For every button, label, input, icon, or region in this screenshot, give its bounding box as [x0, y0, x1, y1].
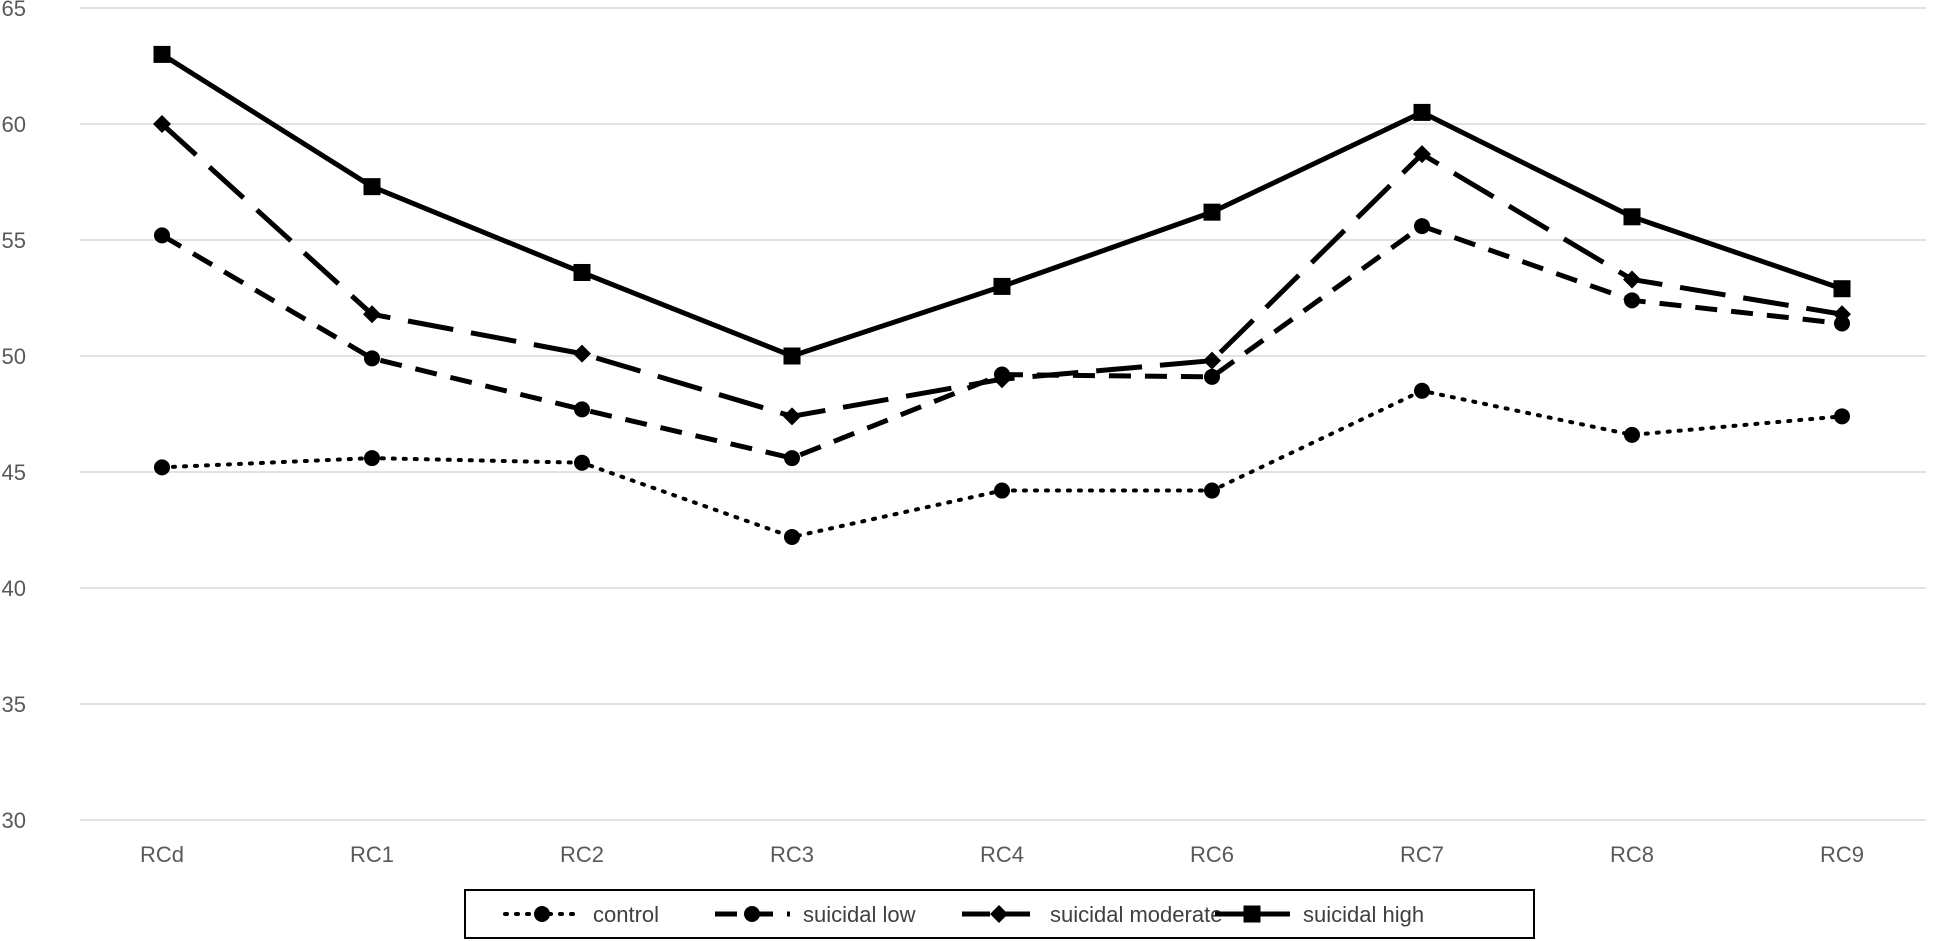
legend-label-control: control [593, 902, 659, 927]
data-point-suicidal-low [154, 227, 170, 244]
x-tick-label: RC1 [350, 842, 394, 867]
data-point-suicidal-moderate [573, 344, 591, 363]
data-point-suicidal-high [573, 263, 591, 281]
data-point-control [994, 482, 1010, 499]
data-point-suicidal-moderate [363, 305, 381, 324]
data-point-suicidal-high [783, 347, 801, 365]
data-point-suicidal-moderate [783, 407, 801, 426]
gridlines [80, 7, 1926, 821]
y-tick-label: 60 [2, 112, 26, 137]
data-point-suicidal-high [993, 277, 1011, 295]
y-tick-label: 55 [2, 228, 26, 253]
data-point-control [364, 450, 380, 467]
data-point-suicidal-moderate [1203, 351, 1221, 370]
data-point-suicidal-moderate [1833, 305, 1851, 324]
data-point-suicidal-moderate [1413, 145, 1431, 164]
data-point-suicidal-high [1623, 208, 1641, 226]
data-point-control [784, 528, 800, 545]
series-lines [160, 52, 1844, 539]
data-point-suicidal-low [574, 401, 590, 418]
legend-marker-suicidal-high [1243, 905, 1261, 923]
data-point-suicidal-high [363, 178, 381, 196]
legend-label-suicidal-high: suicidal high [1303, 902, 1424, 927]
data-point-suicidal-high [153, 45, 171, 63]
data-point-control [1834, 408, 1850, 425]
legend-marker-control [534, 906, 550, 922]
data-point-suicidal-low [364, 350, 380, 367]
y-tick-label: 30 [2, 808, 26, 833]
data-point-suicidal-moderate [1623, 270, 1641, 289]
data-point-suicidal-low [1834, 315, 1850, 332]
y-tick-label: 50 [2, 344, 26, 369]
series-line-suicidal-low [160, 223, 1843, 461]
data-point-control [1204, 482, 1220, 499]
data-point-suicidal-high [1833, 280, 1851, 298]
data-point-suicidal-low [1624, 292, 1640, 309]
legend-label-suicidal-moderate: suicidal moderate [1050, 902, 1222, 927]
y-tick-label: 35 [2, 692, 26, 717]
y-axis-tick-labels: 30 35 40 45 50 55 60 65 [2, 0, 26, 833]
legend-marker-suicidal-low [744, 906, 760, 922]
data-point-suicidal-low [1414, 218, 1430, 235]
data-point-suicidal-high [1413, 103, 1431, 121]
data-point-suicidal-low [1204, 368, 1220, 385]
data-point-suicidal-moderate [993, 370, 1011, 389]
data-point-suicidal-low [784, 450, 800, 467]
data-point-suicidal-moderate [153, 115, 171, 133]
data-point-suicidal-high [1203, 203, 1221, 221]
series-line-control [160, 388, 1844, 539]
series-line-suicidal-high [160, 52, 1843, 359]
y-tick-label: 40 [2, 576, 26, 601]
legend-label-suicidal-low: suicidal low [803, 902, 916, 927]
data-point-control [1624, 426, 1640, 443]
data-point-control [1414, 382, 1430, 399]
series-markers [153, 45, 1851, 545]
y-tick-label: 65 [2, 0, 26, 21]
x-tick-label: RC8 [1610, 842, 1654, 867]
x-tick-label: RC7 [1400, 842, 1444, 867]
x-axis-tick-labels: RCd RC1 RC2 RC3 RC4 RC6 RC7 RC8 RC9 [140, 842, 1864, 867]
x-tick-label: RC2 [560, 842, 604, 867]
x-tick-label: RC4 [980, 842, 1024, 867]
legend-marker-suicidal-moderate [990, 905, 1008, 923]
data-point-control [154, 459, 170, 476]
x-tick-label: RCd [140, 842, 184, 867]
x-tick-label: RC9 [1820, 842, 1864, 867]
y-tick-label: 45 [2, 460, 26, 485]
x-tick-label: RC3 [770, 842, 814, 867]
data-point-control [574, 454, 590, 471]
x-tick-label: RC6 [1190, 842, 1234, 867]
legend: control suicidal low suicidal moderate suic… [464, 889, 1535, 939]
